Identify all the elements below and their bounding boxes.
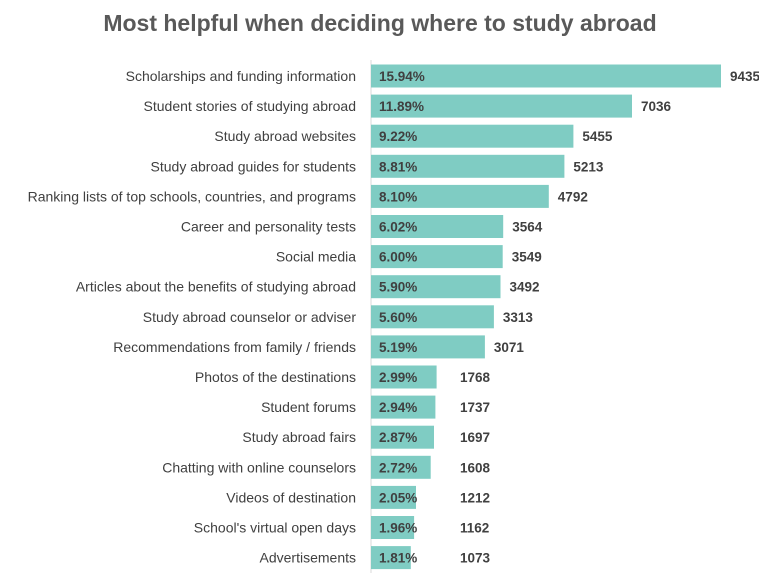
percent-label: 6.00% [379, 250, 417, 265]
bar [371, 94, 632, 118]
bar [371, 124, 574, 148]
value-label: 9435 [730, 69, 759, 84]
value-label: 1073 [460, 551, 491, 566]
percent-labels-group: 15.94% 11.89% 9.22% 8.81% 8.10% 6.02% 6.00% 5.9… [379, 69, 425, 566]
percent-label: 5.60% [379, 310, 417, 325]
category-label: Photos of the destinations [195, 369, 356, 385]
percent-label: 8.81% [379, 159, 417, 174]
percent-label: 5.19% [379, 340, 417, 355]
value-label: 3071 [494, 340, 525, 355]
value-label: 7036 [641, 99, 672, 114]
bar [371, 455, 431, 479]
bar [371, 64, 721, 88]
percent-label: 9.22% [379, 129, 417, 144]
bar [371, 184, 549, 208]
value-label: 5213 [573, 159, 604, 174]
bar [371, 275, 501, 299]
value-label: 1768 [460, 370, 491, 385]
bar [371, 425, 434, 449]
percent-label: 2.87% [379, 430, 417, 445]
value-label: 3564 [512, 220, 543, 235]
category-label: Videos of destination [226, 489, 356, 505]
category-label: Student stories of studying abroad [144, 98, 356, 114]
category-label: Ranking lists of top schools, countries,… [28, 188, 356, 204]
category-labels-group: Scholarships and funding information Stud… [28, 68, 357, 566]
percent-label: 2.72% [379, 460, 417, 475]
percent-label: 5.90% [379, 280, 417, 295]
percent-label: 2.05% [379, 490, 417, 505]
value-label: 3492 [510, 280, 540, 295]
category-label: Study abroad fairs [242, 429, 356, 445]
value-label: 3549 [512, 250, 542, 265]
percent-label: 6.02% [379, 220, 417, 235]
value-label: 1162 [460, 521, 489, 536]
value-label: 5455 [582, 129, 613, 144]
percent-label: 8.10% [379, 189, 417, 204]
category-label: Scholarships and funding information [126, 68, 356, 84]
category-label: Advertisements [260, 550, 356, 566]
percent-label: 2.99% [379, 370, 417, 385]
bar [371, 395, 436, 419]
bar [371, 485, 416, 509]
bar [371, 154, 565, 178]
category-label: Study abroad counselor or adviser [143, 309, 357, 325]
percent-label: 1.81% [379, 551, 417, 566]
category-label: Chatting with online counselors [162, 459, 356, 475]
category-label: Social media [276, 249, 356, 265]
percent-label: 2.94% [379, 400, 417, 415]
category-label: School's virtual open days [194, 520, 356, 536]
chart-title: Most helpful when deciding where to stud… [103, 10, 656, 36]
value-label: 1697 [460, 430, 490, 445]
bar [371, 546, 411, 570]
bar [371, 335, 485, 359]
bar [371, 516, 415, 539]
value-label: 1212 [460, 490, 490, 505]
category-label: Recommendations from family / friends [113, 339, 356, 355]
category-label: Study abroad websites [214, 128, 356, 144]
value-label: 3313 [503, 310, 534, 325]
category-label: Student forums [261, 399, 356, 415]
bars-group [371, 64, 721, 570]
bar [371, 365, 437, 389]
category-label: Articles about the benefits of studying … [76, 279, 356, 295]
percent-label: 11.89% [379, 99, 424, 114]
category-label: Study abroad guides for students [151, 158, 356, 174]
percent-label: 1.96% [379, 521, 417, 536]
category-label: Career and personality tests [181, 219, 356, 235]
bar [371, 215, 504, 238]
value-label: 4792 [558, 189, 588, 204]
bar [371, 305, 494, 329]
value-label: 1608 [460, 460, 491, 475]
value-labels-group: 9435 7036 5455 5213 4792 3564 3549 3492 3313 3071… [460, 69, 759, 566]
percent-label: 15.94% [379, 69, 425, 84]
value-label: 1737 [460, 400, 490, 415]
bar [371, 245, 503, 269]
